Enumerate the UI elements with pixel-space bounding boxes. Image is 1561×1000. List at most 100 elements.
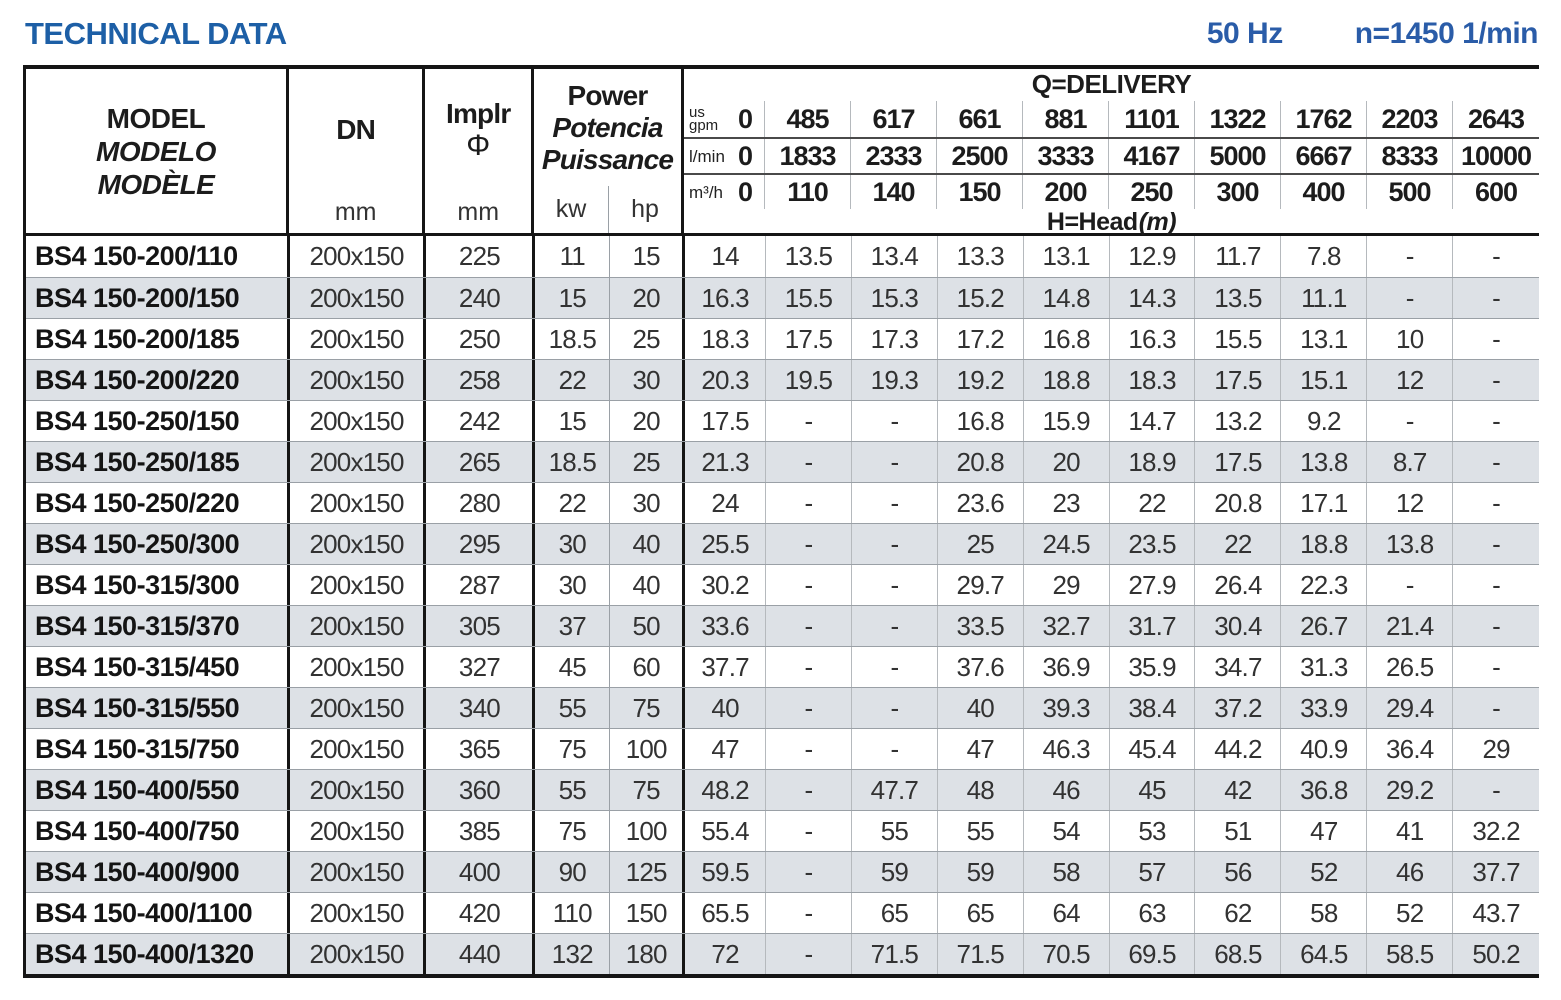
head-value-cell: - bbox=[766, 893, 852, 933]
model-cell: BS4 150-200/150 bbox=[26, 278, 290, 318]
column-header-model: MODEL MODELO MODÈLE bbox=[26, 69, 289, 233]
head-value-cell: 37.7 bbox=[685, 647, 767, 687]
table-row: BS4 150-400/900 200x150 400 90 125 59.5-59 59 5… bbox=[26, 851, 1539, 892]
head-value-cell: 18.8 bbox=[1024, 360, 1110, 400]
head-value-cell: - bbox=[766, 934, 852, 974]
flow-value: 1833 bbox=[765, 139, 851, 173]
head-value-cell: 15.5 bbox=[766, 278, 852, 318]
head-value-cell: 33.5 bbox=[938, 606, 1024, 646]
head-value-cell: - bbox=[766, 483, 852, 523]
head-value-cell: 65 bbox=[852, 893, 938, 933]
head-value-cell: 18.9 bbox=[1110, 442, 1196, 482]
head-value-cell: - bbox=[1367, 565, 1454, 605]
head-value-cell: - bbox=[766, 442, 852, 482]
kw-cell: 30 bbox=[535, 565, 611, 605]
dn-cell: 200x150 bbox=[290, 770, 427, 810]
flow-unit-cell: l/min 0 bbox=[684, 139, 765, 173]
model-cell: BS4 150-400/550 bbox=[26, 770, 290, 810]
head-value-cell: 40 bbox=[938, 688, 1024, 728]
dn-cell: 200x150 bbox=[290, 236, 427, 277]
head-value-cell: 17.5 bbox=[1195, 360, 1282, 400]
head-value-cell: - bbox=[1367, 401, 1454, 441]
head-value-cell: 58 bbox=[1024, 852, 1110, 892]
head-value-cell: 23 bbox=[1024, 483, 1110, 523]
kw-cell: 45 bbox=[535, 647, 611, 687]
head-label: H=Head bbox=[1046, 207, 1138, 236]
dn-cell: 200x150 bbox=[290, 934, 427, 974]
head-value-cell: 15.5 bbox=[1195, 319, 1282, 359]
head-value-cell: 16.8 bbox=[938, 401, 1024, 441]
hp-cell: 75 bbox=[610, 688, 686, 728]
head-value-cell: 11.1 bbox=[1281, 278, 1368, 318]
head-value-cell: 47 bbox=[685, 729, 767, 769]
head-value-cell: 32.7 bbox=[1024, 606, 1110, 646]
table-row: BS4 150-400/1320 200x150 440 132 180 72-71.5 7… bbox=[26, 933, 1539, 974]
model-label-en: MODEL bbox=[106, 102, 206, 134]
head-value-cell: 29 bbox=[1482, 733, 1510, 764]
flow-value: 400 bbox=[1281, 175, 1367, 209]
kw-cell: 30 bbox=[535, 524, 611, 564]
head-value-cell: 44.2 bbox=[1195, 729, 1282, 769]
model-cell: BS4 150-315/300 bbox=[26, 565, 290, 605]
head-value-cell: 17.5 bbox=[685, 401, 767, 441]
head-value-cell: 36.8 bbox=[1281, 770, 1368, 810]
flow-unit-cell: m³/h 0 bbox=[684, 175, 765, 209]
table-row: BS4 150-315/550 200x150 340 55 75 40- -40 39.3 3… bbox=[26, 687, 1539, 728]
head-value-cell: 18.3 bbox=[1110, 360, 1196, 400]
head-value-cell: - bbox=[1492, 364, 1501, 395]
dn-cell: 200x150 bbox=[290, 524, 427, 564]
head-value-cell: - bbox=[1367, 278, 1454, 318]
hp-cell: 20 bbox=[610, 401, 686, 441]
head-value-cell: - bbox=[852, 647, 938, 687]
head-value-cell: 46 bbox=[1367, 852, 1454, 892]
head-value-cell: 14.7 bbox=[1110, 401, 1196, 441]
head-value-cell: - bbox=[1492, 610, 1501, 641]
implr-cell: 305 bbox=[426, 606, 536, 646]
column-header-impeller: Implr Φ mm bbox=[425, 69, 534, 233]
head-value-cell: 8.7 bbox=[1367, 442, 1454, 482]
head-value-cell: 21.4 bbox=[1367, 606, 1454, 646]
model-cell: BS4 150-400/900 bbox=[26, 852, 290, 892]
head-value-cell: 9.2 bbox=[1281, 401, 1368, 441]
head-value-cell: 36.4 bbox=[1367, 729, 1454, 769]
head-value-cell: 51 bbox=[1195, 811, 1282, 851]
power-unit-hp: hp bbox=[608, 186, 681, 233]
head-value-cell: - bbox=[852, 483, 938, 523]
head-value-cell: - bbox=[766, 811, 852, 851]
hp-cell: 40 bbox=[610, 565, 686, 605]
column-header-delivery: Q=DELIVERY us gpm 0 485 617 661 881 1101 1322 176… bbox=[684, 69, 1539, 236]
table-row: BS4 150-400/550 200x150 360 55 75 48.2-47.7 48… bbox=[26, 769, 1539, 810]
head-value-cell: - bbox=[1492, 651, 1501, 682]
flow-value: 140 bbox=[851, 175, 937, 209]
head-value-cell: 24.5 bbox=[1024, 524, 1110, 564]
implr-cell: 242 bbox=[426, 401, 536, 441]
head-value-cell: 48 bbox=[938, 770, 1024, 810]
head-value-cell: 59.5 bbox=[685, 852, 767, 892]
implr-cell: 287 bbox=[426, 565, 536, 605]
kw-cell: 75 bbox=[535, 729, 611, 769]
head-value-cell: 23.5 bbox=[1110, 524, 1196, 564]
head-value-cell: - bbox=[852, 524, 938, 564]
speed-value: n=1450 1/min bbox=[1354, 17, 1539, 50]
implr-cell: 400 bbox=[426, 852, 536, 892]
head-value-cell: 25.5 bbox=[685, 524, 767, 564]
implr-cell: 440 bbox=[426, 934, 536, 974]
head-value-cell: 20.3 bbox=[685, 360, 767, 400]
table-row: BS4 150-315/370 200x150 305 37 50 33.6- -33.5 3… bbox=[26, 605, 1539, 646]
kw-cell: 15 bbox=[535, 278, 611, 318]
head-value-cell: 46 bbox=[1024, 770, 1110, 810]
head-value-cell: 37.2 bbox=[1195, 688, 1282, 728]
head-value-cell: 26.4 bbox=[1195, 565, 1282, 605]
head-value-cell: 16.8 bbox=[1024, 319, 1110, 359]
head-value-cell: 29.2 bbox=[1367, 770, 1454, 810]
model-cell: BS4 150-315/750 bbox=[26, 729, 290, 769]
flow-value: 881 bbox=[1023, 101, 1109, 137]
table-row: BS4 150-200/220 200x150 258 22 30 20.3 19.5 19.… bbox=[26, 359, 1539, 400]
table-row: BS4 150-250/150 200x150 242 15 20 17.5- -16.8 1… bbox=[26, 400, 1539, 441]
hp-cell: 125 bbox=[610, 852, 686, 892]
implr-cell: 340 bbox=[426, 688, 536, 728]
flow-value: 8333 bbox=[1367, 139, 1453, 173]
dn-cell: 200x150 bbox=[290, 893, 427, 933]
head-value-cell: - bbox=[766, 647, 852, 687]
flow-value: 200 bbox=[1023, 175, 1109, 209]
